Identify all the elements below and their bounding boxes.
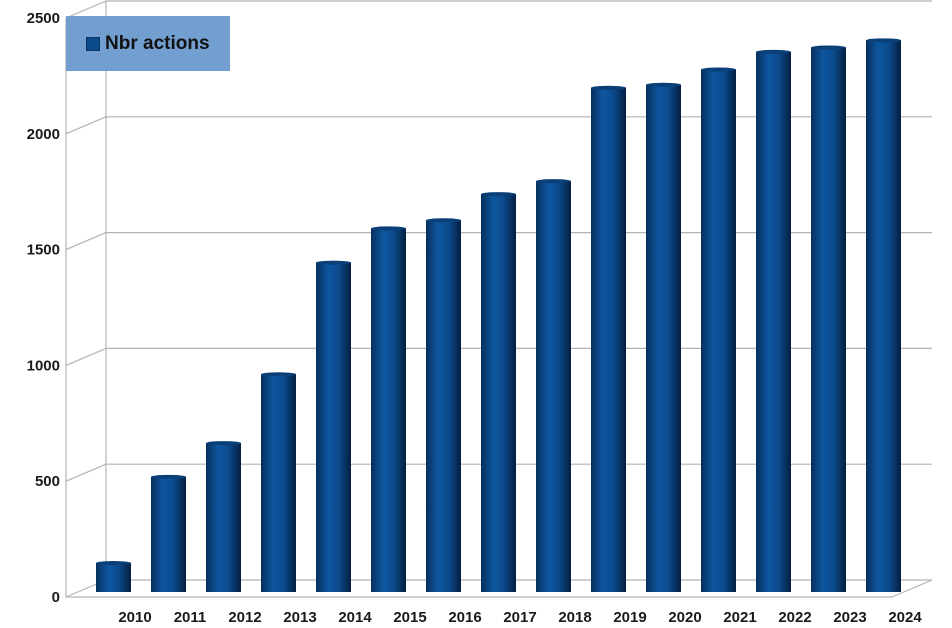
bar-cap (371, 226, 406, 231)
gridlines (65, 0, 932, 598)
bar (261, 374, 296, 592)
bar (866, 40, 901, 593)
x-tick-label: 2017 (503, 609, 536, 626)
axes (65, 1, 933, 598)
y-tick-label: 1500 (27, 242, 60, 259)
bar (206, 443, 241, 592)
gridline-depth (65, 347, 107, 366)
bar-cap (536, 179, 571, 184)
bars (96, 38, 901, 593)
gridline-depth (65, 0, 107, 19)
y-tick-label: 2000 (27, 126, 60, 143)
legend-label: Nbr actions (105, 32, 210, 54)
bar-cap (316, 260, 351, 265)
bar-cap (701, 67, 736, 72)
bar (591, 87, 626, 593)
bar (646, 84, 681, 593)
x-tick-label: 2024 (888, 609, 922, 626)
y-tick-label: 0 (52, 589, 60, 606)
x-tick-label: 2020 (668, 609, 701, 626)
legend: Nbr actions (66, 16, 230, 71)
bar-cap (646, 82, 681, 87)
bar (151, 476, 186, 592)
bar (536, 181, 571, 592)
x-tick-label: 2016 (448, 609, 481, 626)
bar (811, 47, 846, 592)
bar (426, 220, 461, 593)
y-tick-label: 500 (35, 473, 60, 490)
x-tick-label: 2012 (228, 609, 261, 626)
x-tick-label: 2019 (613, 609, 646, 626)
bar (701, 69, 736, 593)
bar-cap (591, 85, 626, 90)
x-tick-label: 2023 (833, 609, 866, 626)
y-tick-labels: 0 500 1000 1500 2000 2500 (27, 10, 60, 606)
x-tick-labels: 2010 2011 2012 2013 2014 2015 2016 2017 2018 2019… (118, 609, 922, 626)
bar-cap (811, 45, 846, 50)
legend-swatch (86, 36, 100, 51)
bar-cap (866, 38, 901, 43)
gridline-depth (65, 463, 107, 482)
bar (316, 262, 351, 592)
gridline-depth (65, 232, 107, 251)
gridline-depth (65, 116, 107, 135)
x-axis-depth (891, 579, 933, 598)
x-tick-label: 2010 (118, 609, 151, 626)
x-tick-label: 2015 (393, 609, 426, 626)
x-tick-label: 2022 (778, 609, 811, 626)
x-tick-label: 2018 (558, 609, 591, 626)
bar-cap (151, 474, 186, 479)
y-tick-label: 1000 (27, 357, 60, 374)
y-tick-label: 2500 (27, 10, 60, 27)
bar-cap (96, 561, 131, 566)
x-tick-label: 2014 (338, 609, 372, 626)
bar (756, 51, 791, 592)
bar (481, 194, 516, 592)
x-tick-label: 2011 (174, 609, 207, 626)
bar (96, 563, 131, 592)
bar (371, 228, 406, 592)
x-tick-label: 2021 (723, 609, 756, 626)
bar-cap (481, 192, 516, 197)
bar-cap (426, 218, 461, 223)
bar-cap (261, 372, 296, 377)
bar-cap (756, 49, 791, 54)
x-tick-label: 2013 (283, 609, 316, 626)
bar-cap (206, 441, 241, 446)
